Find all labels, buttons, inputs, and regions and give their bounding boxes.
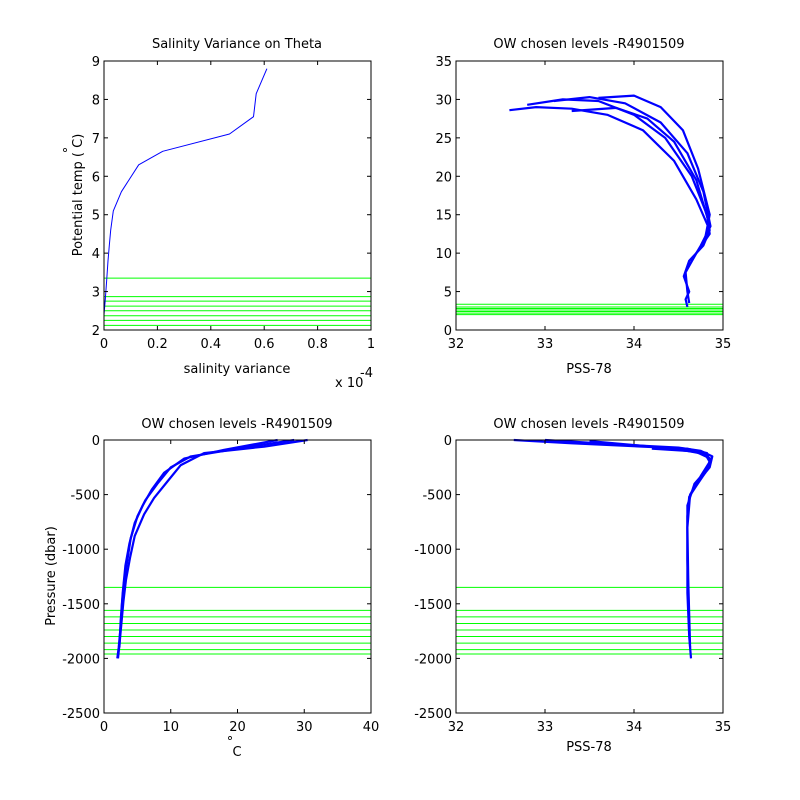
panel3-ytick-label-0: -2500 <box>62 707 100 722</box>
panel1-ytick-label-2: 4 <box>92 247 100 262</box>
panel4-ytick-label-4: -500 <box>422 489 452 504</box>
panel2-ytick-label-2: 10 <box>435 247 452 262</box>
panel2-ytick-label-6: 30 <box>435 93 452 108</box>
panel2-profile-line-4 <box>571 106 710 223</box>
panel4-level-lines <box>456 586 723 655</box>
panel-salinity-variance: Salinity Variance on Theta 0 0.2 0.4 0.6 0.8… <box>62 37 375 391</box>
panel1-ylabel: Potential temp ( C) <box>71 134 86 257</box>
panel3-ticks: 0 10 20 30 40 -2500 -2000 -1500 -1000 -500 0 <box>62 434 379 735</box>
panel3-xtick-label-2: 20 <box>229 720 246 735</box>
panel3-ytick-label-1: -2000 <box>62 652 100 667</box>
panel3-xtick-label-3: 30 <box>296 720 313 735</box>
panel4-xtick-label-1: 33 <box>537 720 554 735</box>
panel4-ytick-label-3: -1000 <box>414 543 452 558</box>
svg-text:Potential temp ( C): Potential temp ( C) <box>71 134 86 257</box>
panel3-profile-line-1 <box>116 438 308 659</box>
panel1-level-lines <box>104 277 371 326</box>
panel4-xlabel: PSS-78 <box>566 740 612 755</box>
panel1-xtick-label-1: 0.2 <box>147 337 168 352</box>
panel4-title: OW chosen levels -R4901509 <box>493 417 684 432</box>
panel1-xtick-label-0: 0 <box>100 337 108 352</box>
panel3-xtick-label-0: 0 <box>100 720 108 735</box>
panel4-ytick-label-0: -2500 <box>414 707 452 722</box>
panel2-series <box>509 94 712 308</box>
panel2-xtick-label-2: 34 <box>626 337 643 352</box>
panel2-title: OW chosen levels -R4901509 <box>493 37 684 52</box>
panel1-profile-line-0 <box>103 68 268 315</box>
panel1-x-multiplier: x 10 <box>335 376 363 391</box>
panel-temperature-pressure: OW chosen levels -R4901509 0 10 20 30 40 -250… <box>44 417 379 760</box>
panel2-xlabel: PSS-78 <box>566 362 612 377</box>
panel1-xtick-label-5: 1 <box>367 337 375 352</box>
panel2-ticks: 32 33 34 35 0 5 10 15 20 25 30 35 <box>435 55 731 352</box>
panel4-axes-box <box>455 439 724 714</box>
panel4-ytick-label-2: -1500 <box>414 598 452 613</box>
panel-ts-diagram: OW chosen levels -R4901509 32 33 34 35 0 5 10 1… <box>435 37 731 377</box>
panel4-xtick-label-3: 35 <box>715 720 732 735</box>
panel1-xtick-label-3: 0.6 <box>254 337 275 352</box>
panel3-ytick-label-5: 0 <box>92 434 100 449</box>
panel3-ytick-label-2: -1500 <box>62 598 100 613</box>
panel1-ytick-label-4: 6 <box>92 170 100 185</box>
panel3-profile-line-0 <box>116 438 295 659</box>
panel2-ytick-label-7: 35 <box>435 55 452 70</box>
panel2-ytick-label-1: 5 <box>444 286 452 301</box>
panel1-ytick-label-5: 7 <box>92 132 100 147</box>
panel4-series <box>513 438 714 659</box>
panel2-ytick-label-3: 15 <box>435 209 452 224</box>
panel2-profile-line-2 <box>553 95 712 270</box>
panel1-ylabel-degree: ° <box>62 147 77 154</box>
panel4-ytick-label-1: -2000 <box>414 652 452 667</box>
panel3-title: OW chosen levels -R4901509 <box>141 417 332 432</box>
panel2-ytick-label-4: 20 <box>435 170 452 185</box>
panel1-ytick-label-0: 2 <box>92 324 100 339</box>
panel1-ytick-label-1: 3 <box>92 286 100 301</box>
panel4-profile-line-2 <box>589 440 712 626</box>
panel1-ytick-label-7: 9 <box>92 55 100 70</box>
panel1-ticks: 0 0.2 0.4 0.6 0.8 1 2 3 4 5 6 7 8 9 <box>92 55 375 352</box>
panel3-axes-box <box>103 439 372 714</box>
panel4-xtick-label-2: 34 <box>626 720 643 735</box>
panel1-x-multiplier-exponent: -4 <box>360 366 373 381</box>
panel4-profile-line-3 <box>651 447 711 493</box>
panel3-xtick-label-1: 10 <box>162 720 179 735</box>
panel3-ytick-label-4: -500 <box>70 489 100 504</box>
panel4-xtick-label-0: 32 <box>448 720 465 735</box>
panel2-level-lines <box>456 303 723 316</box>
panel1-ylabel-group: Potential temp ( C) ° <box>62 134 86 257</box>
panel1-xtick-label-4: 0.8 <box>307 337 328 352</box>
panel-salinity-pressure: OW chosen levels -R4901509 32 33 34 35 -2500… <box>414 417 731 755</box>
panel2-xtick-label-1: 33 <box>537 337 554 352</box>
panel2-xtick-label-0: 32 <box>448 337 465 352</box>
panel2-ytick-label-5: 25 <box>435 132 452 147</box>
panel3-xtick-label-4: 40 <box>363 720 380 735</box>
panel4-profile-line-0 <box>513 438 711 659</box>
panel2-profile-line-3 <box>598 94 711 239</box>
panel3-series <box>116 438 308 659</box>
panel4-ytick-label-5: 0 <box>444 434 452 449</box>
panel2-ytick-label-0: 0 <box>444 324 452 339</box>
panel3-profile-line-2 <box>118 438 278 648</box>
panel2-axes-box <box>455 60 724 331</box>
panel3-ylabel: Pressure (dbar) <box>44 526 59 626</box>
panel3-ytick-label-3: -1000 <box>62 543 100 558</box>
panel2-profile-line-0 <box>509 105 711 308</box>
panel2-profile-line-1 <box>527 98 711 304</box>
panel1-axes-box <box>103 60 372 331</box>
panel1-xtick-label-2: 0.4 <box>200 337 221 352</box>
panel1-ytick-label-6: 8 <box>92 93 100 108</box>
panel1-ytick-label-3: 5 <box>92 209 100 224</box>
panel1-series <box>103 68 268 315</box>
panel1-title: Salinity Variance on Theta <box>152 37 322 52</box>
panel3-level-lines <box>104 586 371 655</box>
panel2-xtick-label-3: 35 <box>715 337 732 352</box>
panel3-xlabel: C <box>232 745 241 760</box>
panel1-xlabel: salinity variance <box>184 362 291 377</box>
panel3-xlabel-degree: ° <box>227 735 234 750</box>
panel4-ticks: 32 33 34 35 -2500 -2000 -1500 -1000 -500 0 <box>414 434 731 735</box>
